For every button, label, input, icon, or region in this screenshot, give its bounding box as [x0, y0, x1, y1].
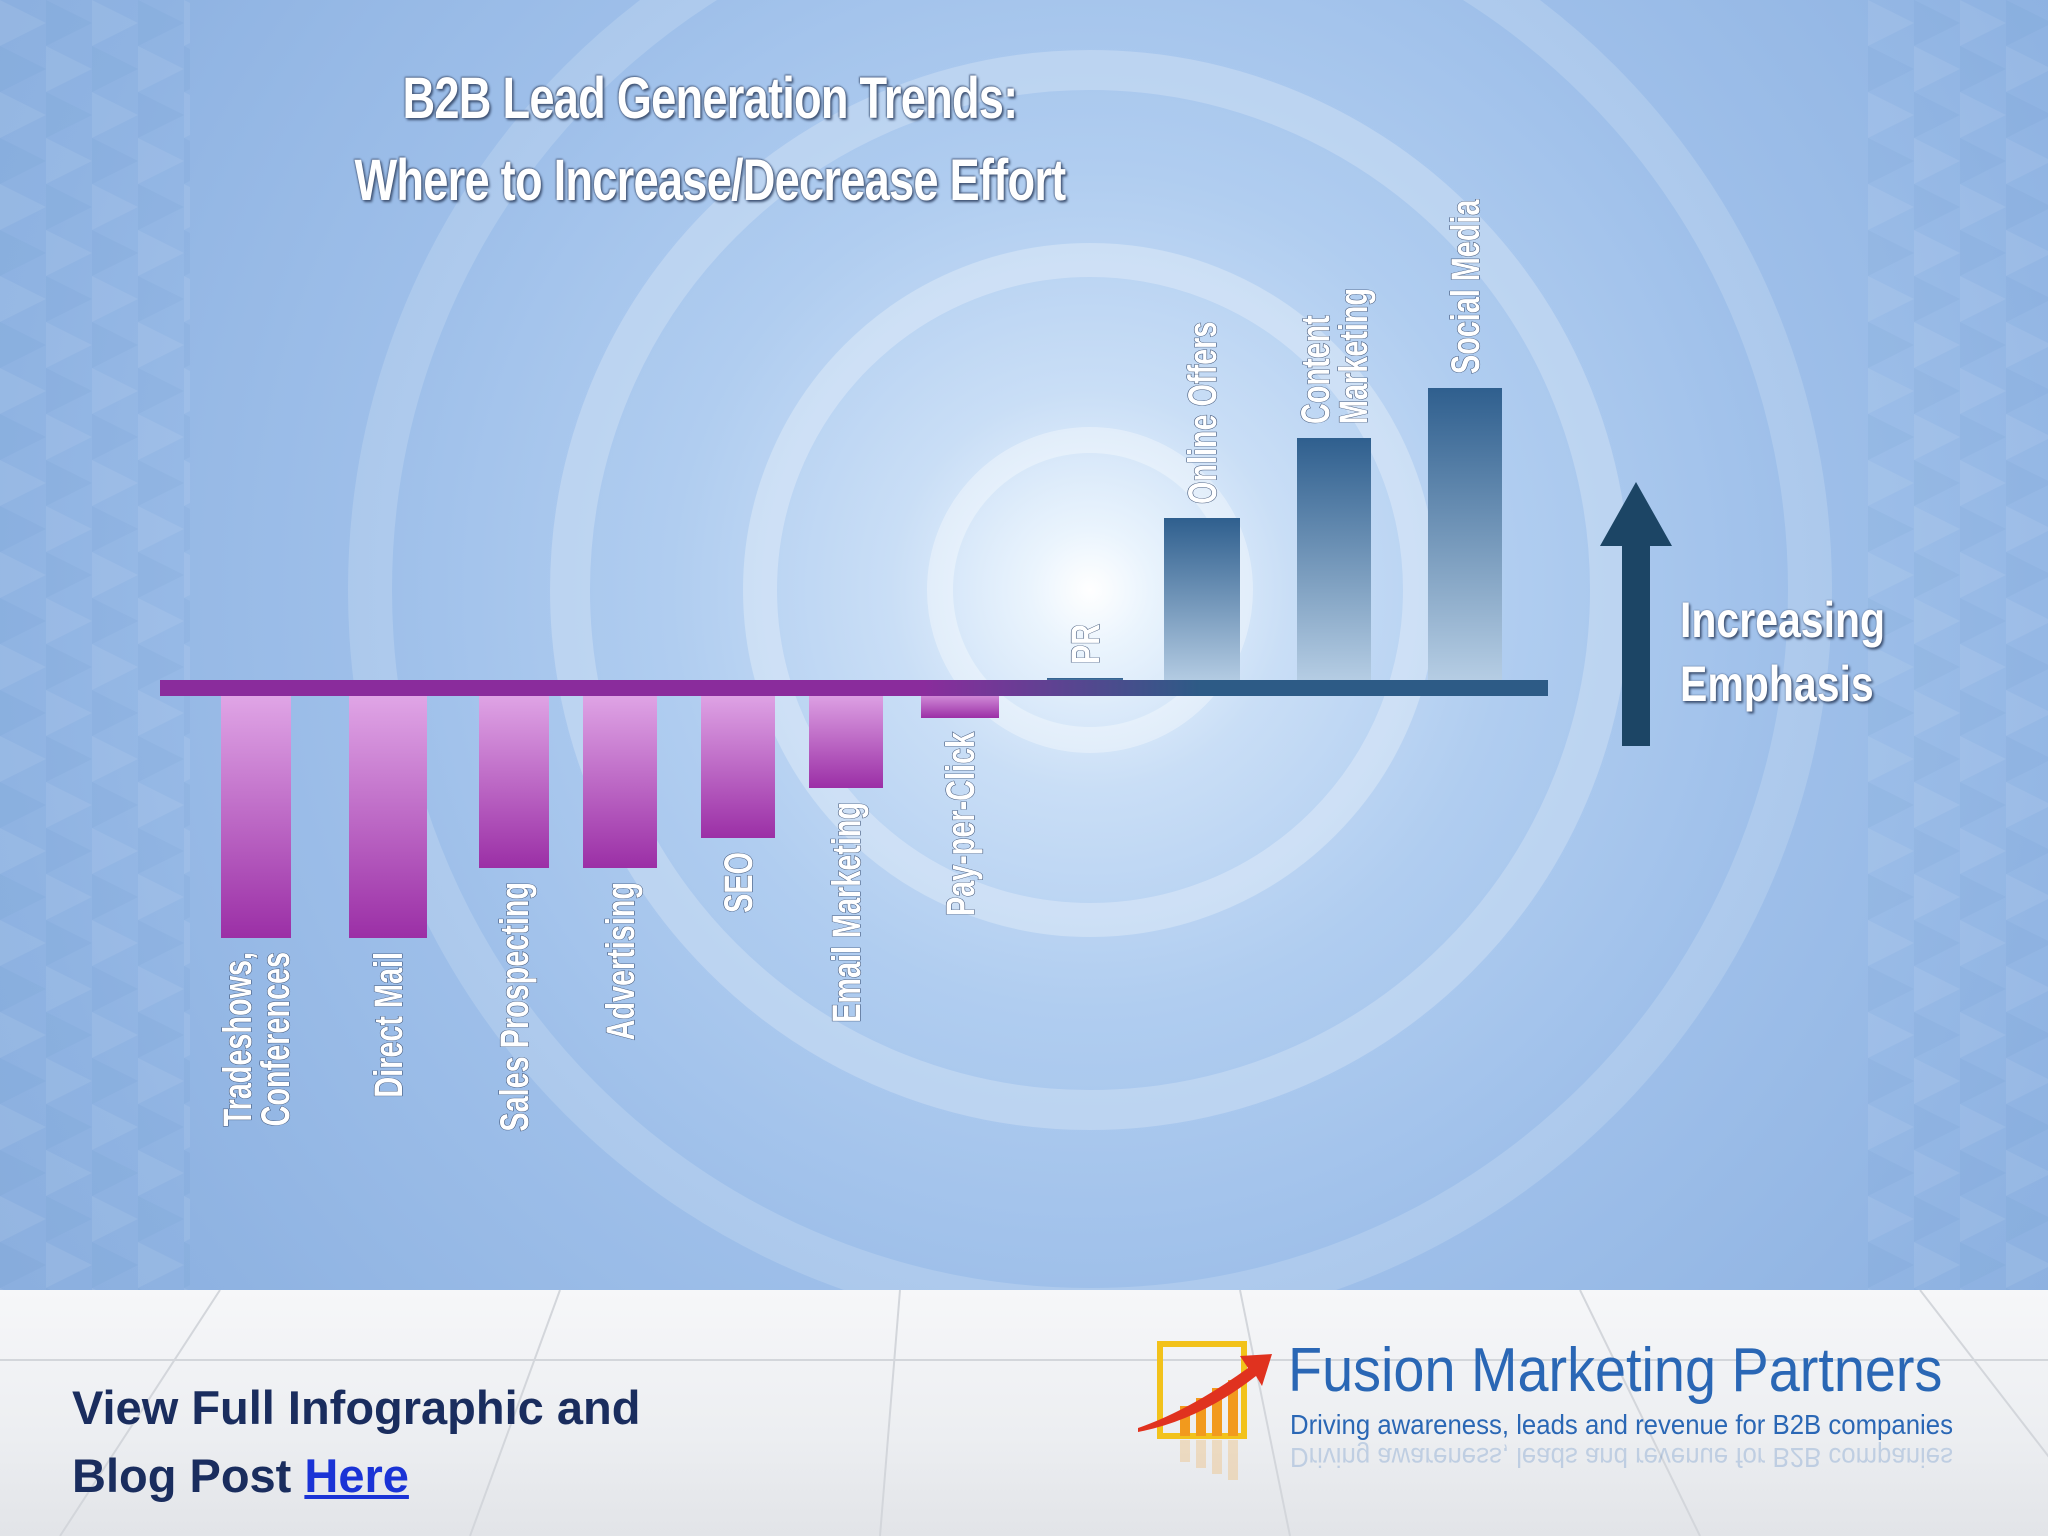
chart-title-line1: B2B Lead Generation Trends: — [402, 66, 1019, 131]
tick-label: Social Media — [1443, 199, 1488, 374]
background-rings — [0, 0, 2048, 1290]
tick-label: SEO — [716, 852, 761, 913]
brand-tagline-reflection: Driving awareness, leads and revenue for… — [1290, 1442, 1953, 1473]
tick-label: Online Offers — [1180, 322, 1225, 504]
tick-label: Sales Prospecting — [492, 882, 537, 1132]
bar-content-marketing — [1297, 438, 1371, 688]
chart-subtitle: Where to Increase/Decrease Effort — [354, 148, 1067, 213]
cta-line1: View Full Infographic and — [72, 1381, 641, 1434]
up-arrow-icon — [1600, 482, 1672, 746]
here-link[interactable]: Here — [304, 1449, 409, 1502]
chart-panel: B2B Lead Generation Trends: Where to Inc… — [0, 0, 2048, 1290]
tick-label: PR — [1063, 624, 1108, 664]
footer: View Full Infographic and Blog Post Here… — [0, 1290, 2048, 1536]
brand-tagline: Driving awareness, leads and revenue for… — [1290, 1409, 1953, 1440]
footer-tile-pattern — [0, 1290, 2048, 1536]
brand-name: Fusion Marketing Partners — [1288, 1336, 1943, 1405]
bar-direct-mail — [349, 688, 427, 938]
bar-online-offers — [1164, 518, 1240, 688]
tick-label: Advertising — [598, 882, 643, 1040]
emphasis-line1: Increasing — [1680, 592, 1886, 648]
bar-sales-prospecting — [479, 688, 549, 868]
increasing-emphasis-label: Increasing Emphasis — [1680, 588, 1886, 716]
chart-title: B2B Lead Generation Trends: Where to Inc… — [336, 58, 1085, 222]
bar-tradeshows-conferences — [221, 688, 291, 938]
left-triangle-pattern — [0, 0, 190, 1290]
view-infographic-cta: View Full Infographic and Blog Post Here — [72, 1374, 772, 1510]
tick-label: Direct Mail — [366, 952, 411, 1098]
right-triangle-pattern — [1868, 0, 2048, 1290]
bar-social-media — [1428, 388, 1502, 688]
cta-line2: Blog Post — [72, 1449, 305, 1502]
tick-label: Pay-per-Click — [938, 731, 983, 916]
tick-label: Tradeshows,Conferences — [215, 952, 298, 1126]
bar-seo — [701, 688, 775, 838]
tick-label: Email Marketing — [824, 802, 869, 1023]
bar-chart: Tradeshows,Conferences Direct Mail Sales P… — [160, 199, 1548, 1132]
zero-axis-line — [160, 680, 1548, 696]
bar-advertising — [583, 688, 657, 868]
tick-label: ContentMarketing — [1293, 288, 1376, 424]
bar-email-marketing — [809, 688, 883, 788]
fusion-logo-icon — [1138, 1341, 1272, 1480]
emphasis-line2: Emphasis — [1680, 656, 1874, 712]
